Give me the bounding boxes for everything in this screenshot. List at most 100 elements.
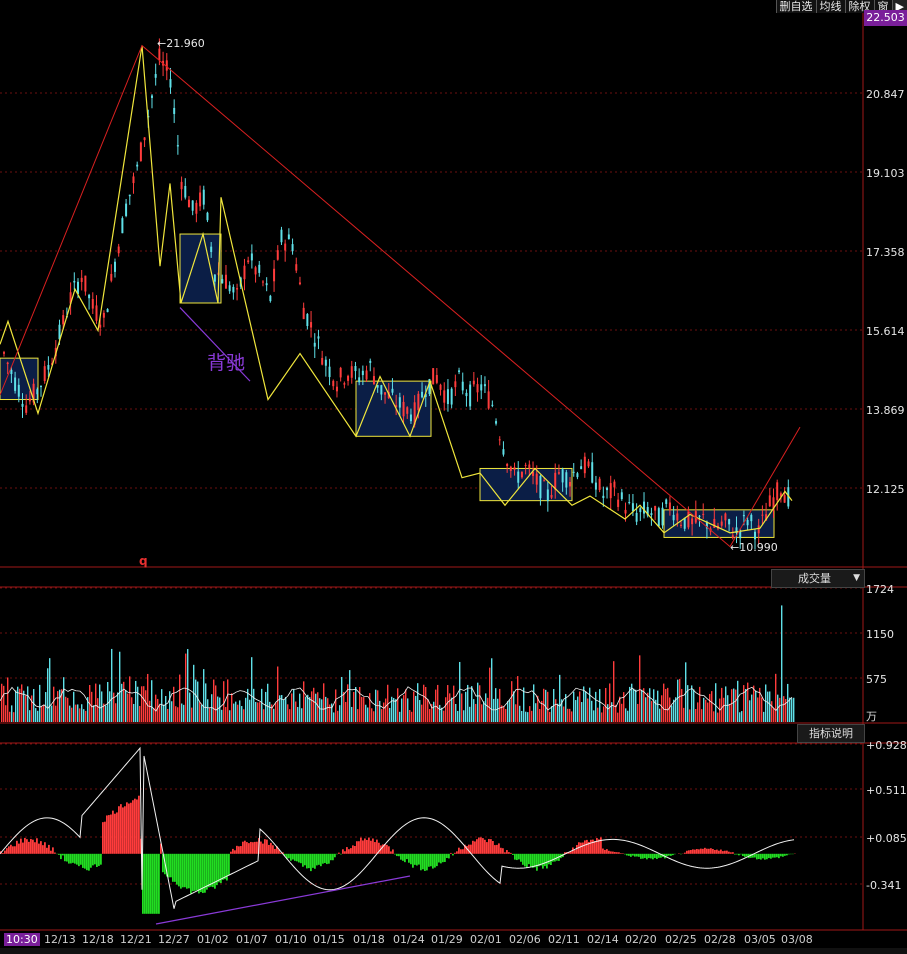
indicator-bar: [760, 853, 762, 860]
candle-body: [306, 314, 309, 326]
volume-bar: [463, 710, 465, 722]
indicator-bar: [358, 841, 360, 854]
indicator-bar: [668, 853, 670, 856]
volume-unit: 万: [866, 710, 877, 723]
volume-bar: [335, 689, 337, 722]
volume-bar: [363, 697, 365, 722]
volume-bar: [235, 701, 237, 722]
indicator-bar: [730, 852, 732, 854]
indicator-bar: [168, 853, 170, 878]
indicator-bar: [314, 853, 316, 869]
indicator-bar: [132, 800, 134, 854]
volume-bar: [159, 705, 161, 722]
window-button[interactable]: 窗: [873, 0, 892, 13]
volume-bar: [607, 704, 609, 722]
indicator-bar: [80, 853, 82, 865]
indicator-bar: [16, 840, 18, 854]
candle-body: [724, 513, 727, 521]
indicator-bar: [710, 848, 712, 854]
indicator-bar: [580, 842, 582, 854]
candle-body: [498, 439, 501, 441]
volume-bar: [701, 709, 703, 722]
volume-bar: [3, 685, 5, 722]
volume-bar: [755, 690, 757, 722]
indicator-bar: [494, 845, 496, 854]
candle-body: [643, 501, 646, 514]
candle-body: [332, 380, 335, 387]
candle-body: [232, 286, 235, 293]
candle-body: [487, 391, 490, 409]
indicator-bar: [614, 851, 616, 854]
indicator-tick: +0.085: [866, 832, 907, 845]
volume-bar: [221, 709, 223, 722]
volume-bar: [251, 657, 253, 722]
indicator-bar: [166, 853, 168, 877]
volume-indicator-select[interactable]: 成交量 ▼: [771, 569, 865, 588]
indicator-bar: [186, 853, 188, 889]
candle-body: [476, 384, 479, 393]
time-axis-label: 02/28: [704, 933, 736, 946]
volume-bar: [545, 689, 547, 722]
volume-bar: [753, 685, 755, 722]
candle-body: [572, 471, 575, 473]
indicator-bar: [696, 848, 698, 854]
candle-body: [576, 473, 579, 478]
candle-body: [43, 366, 46, 382]
volume-bar: [197, 681, 199, 722]
volume-bar: [531, 710, 533, 722]
volume-bar: [21, 684, 23, 722]
remove-watchlist-button[interactable]: 删自选: [775, 0, 816, 13]
indicator-bar: [472, 840, 474, 854]
candle-body: [317, 336, 320, 339]
volume-bar: [643, 688, 645, 722]
volume-bar: [397, 688, 399, 722]
volume-bar: [451, 697, 453, 722]
volume-bar: [675, 697, 677, 722]
volume-bar: [601, 712, 603, 722]
volume-bar: [117, 692, 119, 722]
indicator-help-button[interactable]: 指标说明: [797, 724, 865, 743]
volume-bar: [51, 705, 53, 722]
volume-bar: [47, 668, 49, 722]
volume-bar: [575, 700, 577, 722]
candle-body: [598, 478, 601, 491]
candle-body: [450, 388, 453, 405]
indicator-bar: [384, 844, 386, 854]
dif-line: [0, 746, 795, 909]
volume-bar: [547, 691, 549, 722]
candle-body: [69, 292, 72, 304]
ex-rights-button[interactable]: 除权: [844, 0, 874, 13]
volume-bar: [707, 702, 709, 722]
indicator-bar: [398, 853, 400, 857]
nav-arrow-icon[interactable]: ▶: [891, 0, 907, 13]
candle-body: [602, 495, 605, 499]
volume-bar: [653, 689, 655, 722]
volume-bar: [459, 661, 461, 722]
indicator-histogram: [0, 746, 796, 925]
volume-bar: [317, 692, 319, 722]
indicator-bar: [376, 839, 378, 854]
candle-body: [14, 377, 17, 391]
volume-bar: [691, 685, 693, 722]
volume-bar: [495, 688, 497, 722]
volume-bar: [563, 706, 565, 722]
volume-bar: [687, 685, 689, 722]
indicator-tab-strip[interactable]: [0, 948, 907, 954]
candle-body: [117, 246, 120, 254]
indicator-bar: [250, 841, 252, 854]
volume-bar: [525, 711, 527, 722]
volume-bar: [527, 712, 529, 722]
candle-body: [313, 342, 316, 347]
candle-body: [565, 472, 568, 488]
candle-body: [247, 260, 250, 263]
volume-bar: [623, 692, 625, 722]
indicator-bar: [636, 853, 638, 857]
indicator-bar: [18, 843, 20, 854]
volume-bar: [399, 711, 401, 722]
indicator-bar: [386, 844, 388, 854]
volume-bar: [319, 698, 321, 722]
moving-average-button[interactable]: 均线: [815, 0, 845, 13]
indicator-bar: [372, 838, 374, 854]
volume-bar: [471, 686, 473, 722]
